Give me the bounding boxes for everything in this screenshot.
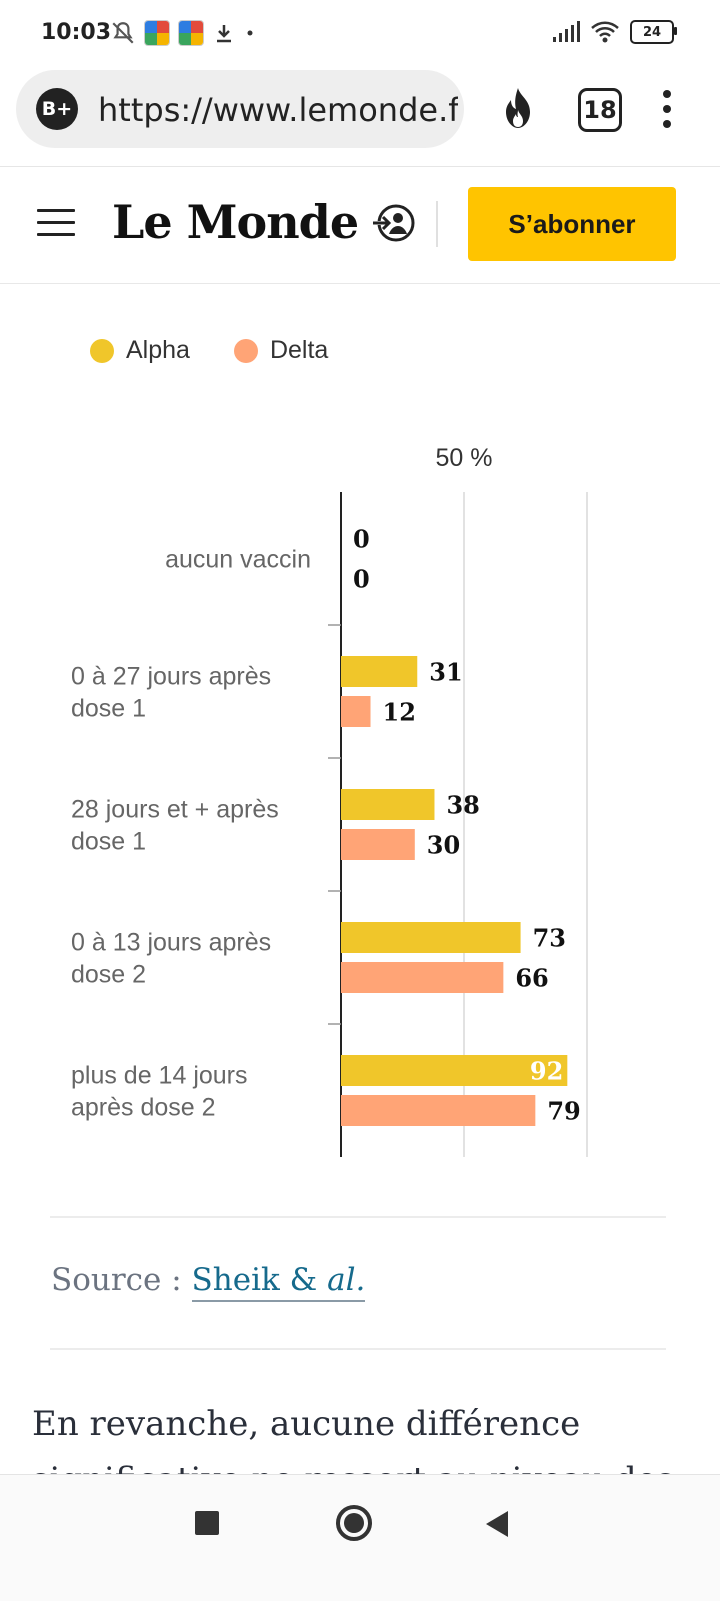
- data-label: 66: [515, 964, 548, 993]
- bar-delta: [341, 1095, 536, 1126]
- data-label: 0: [353, 565, 370, 594]
- address-bar[interactable]: B+ https://www.lemonde.fr: [16, 70, 464, 148]
- source-line: Source : Sheik & al.: [51, 1262, 366, 1302]
- data-label: 79: [547, 1097, 580, 1126]
- legend-label-alpha: Alpha: [126, 336, 190, 364]
- bar-delta: [341, 962, 504, 993]
- data-label: 38: [446, 791, 479, 820]
- legend-item-alpha: Alpha: [90, 336, 190, 365]
- data-label: 31: [429, 658, 462, 687]
- legend-swatch-alpha: [90, 338, 114, 363]
- system-icons: 24: [552, 20, 677, 44]
- category-label: 28 jours et + après dose 1: [71, 796, 279, 856]
- bar-alpha: [341, 789, 435, 820]
- flame-icon[interactable]: [500, 86, 536, 132]
- data-label: 30: [427, 831, 460, 860]
- bar-alpha: [341, 922, 521, 953]
- data-label: 73: [533, 924, 566, 953]
- app-notification-icon: [178, 20, 204, 46]
- back-button[interactable]: [486, 1511, 508, 1537]
- mute-icon: [112, 22, 134, 44]
- bar-alpha: [341, 1055, 568, 1086]
- app-notification-icon: [144, 20, 170, 46]
- bar-delta: [341, 829, 415, 860]
- category-label: plus de 14 jours après dose 2: [71, 1062, 248, 1122]
- bar-alpha: [341, 656, 418, 687]
- legend-item-delta: Delta: [233, 336, 329, 365]
- site-header: Le Monde S’abonner: [0, 167, 720, 284]
- battery-icon: 24: [630, 20, 677, 44]
- divider: [50, 1216, 666, 1218]
- subscribe-button[interactable]: S’abonner: [468, 187, 676, 261]
- legend-swatch-delta: [233, 338, 258, 363]
- category-label: 0 à 13 jours après dose 2: [71, 929, 271, 989]
- divider: [50, 1348, 666, 1350]
- tab-switcher-button[interactable]: 18: [578, 88, 622, 132]
- url-text[interactable]: https://www.lemonde.fr: [98, 91, 458, 129]
- signal-icon: [553, 21, 580, 42]
- category-label: aucun vaccin: [165, 546, 311, 574]
- data-label: 92: [530, 1057, 563, 1086]
- dot-icon: [247, 30, 253, 36]
- data-label: 0: [353, 525, 370, 554]
- hamburger-menu-icon[interactable]: [37, 209, 75, 245]
- source-link[interactable]: Sheik & al.: [191, 1262, 366, 1302]
- data-label: 12: [383, 698, 416, 727]
- status-time: 10:03: [41, 20, 112, 45]
- download-icon: [217, 25, 231, 43]
- site-logo[interactable]: Le Monde: [112, 195, 359, 249]
- login-icon[interactable]: [372, 203, 416, 243]
- status-bar: 10:03 24: [0, 0, 720, 66]
- recents-button[interactable]: [195, 1511, 219, 1535]
- legend-label-delta: Delta: [269, 336, 329, 364]
- notification-icons: [110, 20, 256, 46]
- site-badge-icon[interactable]: B+: [36, 88, 78, 130]
- browser-toolbar: B+ https://www.lemonde.fr 18: [0, 66, 720, 167]
- source-label: Source :: [51, 1262, 192, 1298]
- system-nav-bar: [0, 1474, 720, 1601]
- header-divider: [436, 201, 438, 247]
- wifi-icon: [591, 21, 619, 43]
- axis-tick-label: 50 %: [436, 444, 493, 472]
- category-label: 0 à 27 jours après dose 1: [71, 663, 271, 723]
- bar-chart: 50 % aucun vaccin 0 0 0 à 27 jours après dose…: [71, 444, 588, 1157]
- browser-menu-icon[interactable]: [663, 90, 673, 135]
- bar-delta: [341, 696, 371, 727]
- home-button[interactable]: [336, 1505, 372, 1541]
- chart-legend: Alpha Delta: [90, 336, 328, 365]
